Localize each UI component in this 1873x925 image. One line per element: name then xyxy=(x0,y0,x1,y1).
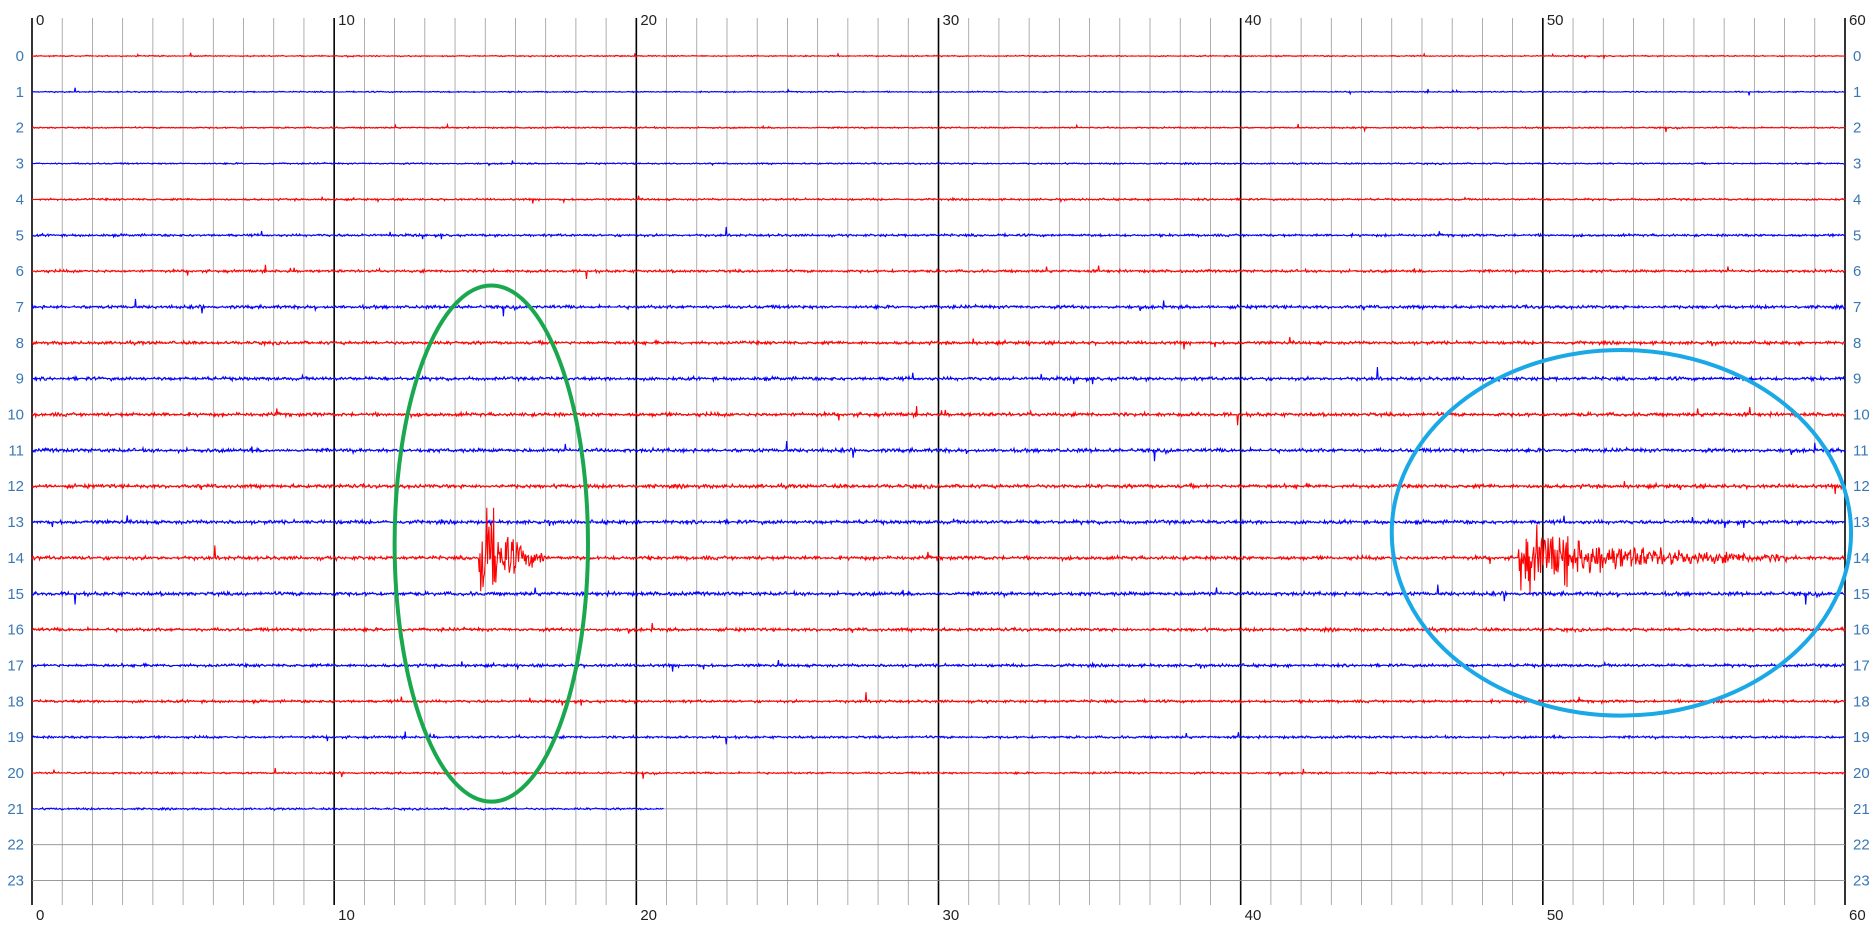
x-tick-label-bottom: 10 xyxy=(338,907,355,924)
row-label-left: 13 xyxy=(7,514,24,531)
x-tick-label-top: 10 xyxy=(338,12,355,29)
row-label-left: 23 xyxy=(7,873,24,890)
row-label-left: 21 xyxy=(7,801,24,818)
trace-row-0 xyxy=(32,52,1846,60)
trace-row-13 xyxy=(31,515,1846,529)
x-tick-label-top: 20 xyxy=(640,12,657,29)
row-label-right: 3 xyxy=(1853,156,1861,173)
row-label-right: 4 xyxy=(1853,191,1861,208)
x-tick-label-top: 60 xyxy=(1849,12,1866,29)
trace-row-15 xyxy=(31,584,1846,605)
row-label-right: 6 xyxy=(1853,263,1861,280)
x-tick-label-bottom: 20 xyxy=(640,907,657,924)
trace-row-9 xyxy=(31,366,1846,385)
x-tick-label-bottom: 50 xyxy=(1547,907,1564,924)
trace-row-19 xyxy=(31,731,1846,745)
trace-row-18 xyxy=(31,692,1846,706)
row-label-left: 12 xyxy=(7,478,24,495)
row-label-left: 8 xyxy=(16,335,24,352)
row-label-right: 17 xyxy=(1853,657,1870,674)
x-tick-label-top: 40 xyxy=(1245,12,1262,29)
row-label-left: 5 xyxy=(16,227,24,244)
row-label-right: 8 xyxy=(1853,335,1861,352)
row-label-left: 3 xyxy=(16,156,24,173)
trace-row-1 xyxy=(31,87,1846,96)
row-label-left: 19 xyxy=(7,729,24,746)
row-label-left: 15 xyxy=(7,586,24,603)
row-label-right: 2 xyxy=(1853,120,1861,137)
trace-row-11 xyxy=(31,441,1846,462)
row-label-left: 22 xyxy=(7,837,24,854)
row-label-left: 20 xyxy=(7,765,24,782)
x-tick-label-bottom: 40 xyxy=(1245,907,1262,924)
row-label-left: 16 xyxy=(7,622,24,639)
trace-row-3 xyxy=(31,160,1845,167)
row-label-right: 16 xyxy=(1853,622,1870,639)
trace-row-2 xyxy=(31,122,1846,133)
row-label-left: 0 xyxy=(16,48,24,65)
row-label-left: 14 xyxy=(7,550,24,567)
row-label-right: 13 xyxy=(1853,514,1870,531)
row-label-right: 19 xyxy=(1853,729,1870,746)
x-tick-label-bottom: 30 xyxy=(943,907,960,924)
row-label-right: 23 xyxy=(1853,873,1870,890)
trace-layer xyxy=(31,52,1846,812)
trace-row-17 xyxy=(31,660,1846,672)
row-label-right: 18 xyxy=(1853,693,1870,710)
x-tick-label-top: 30 xyxy=(943,12,960,29)
row-label-right: 21 xyxy=(1853,801,1870,818)
annotation-ellipse-1 xyxy=(392,283,590,804)
trace-row-5 xyxy=(31,226,1846,240)
trace-row-21 xyxy=(31,806,664,812)
trace-row-8 xyxy=(31,336,1846,350)
trace-row-6 xyxy=(31,264,1846,279)
trace-row-12 xyxy=(31,481,1846,494)
row-label-right: 0 xyxy=(1853,48,1861,65)
x-tick-label-top: 50 xyxy=(1547,12,1564,29)
row-label-right: 20 xyxy=(1853,765,1870,782)
row-label-left: 11 xyxy=(8,442,24,459)
row-label-right: 5 xyxy=(1853,227,1861,244)
annotation-layer xyxy=(392,283,1854,804)
row-label-left: 9 xyxy=(16,371,24,388)
row-label-right: 12 xyxy=(1853,478,1870,495)
trace-row-4 xyxy=(31,195,1846,205)
trace-row-20 xyxy=(31,768,1846,779)
row-label-right: 10 xyxy=(1853,407,1870,424)
row-label-left: 10 xyxy=(7,407,24,424)
trace-row-7 xyxy=(31,298,1846,317)
row-label-left: 2 xyxy=(16,120,24,137)
row-label-left: 6 xyxy=(16,263,24,280)
trace-row-14 xyxy=(31,507,1846,594)
row-label-right: 11 xyxy=(1853,442,1869,459)
trace-row-16 xyxy=(31,623,1846,634)
x-tick-label-top: 0 xyxy=(36,12,44,29)
row-label-right: 15 xyxy=(1853,586,1870,603)
row-label-left: 4 xyxy=(16,191,24,208)
x-tick-label-bottom: 60 xyxy=(1849,907,1866,924)
row-label-right: 7 xyxy=(1853,299,1861,316)
row-label-left: 1 xyxy=(16,84,24,101)
row-label-right: 9 xyxy=(1853,371,1861,388)
x-tick-label-bottom: 0 xyxy=(36,907,44,924)
row-label-left: 17 xyxy=(7,657,24,674)
row-label-left: 7 xyxy=(16,299,24,316)
row-label-right: 14 xyxy=(1853,550,1870,567)
row-label-right: 22 xyxy=(1853,837,1870,854)
annotation-ellipse-2 xyxy=(1389,347,1854,718)
row-label-left: 18 xyxy=(7,693,24,710)
trace-row-10 xyxy=(31,405,1846,426)
row-label-right: 1 xyxy=(1853,84,1861,101)
